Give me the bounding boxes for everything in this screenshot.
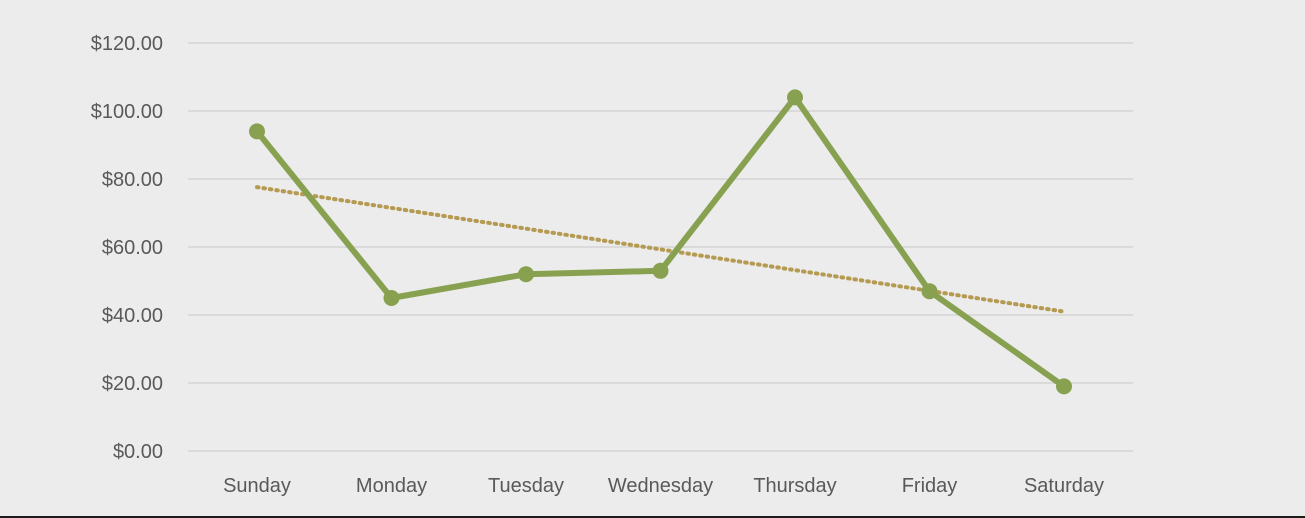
x-tick-label: Sunday — [223, 475, 291, 497]
y-tick-label: $40.00 — [102, 305, 163, 327]
x-tick-label: Tuesday — [488, 475, 564, 497]
x-tick-label: Wednesday — [608, 475, 713, 497]
data-point — [383, 290, 400, 306]
trendline — [255, 185, 1066, 314]
series-group — [249, 89, 1072, 395]
data-point — [1056, 378, 1072, 395]
data-point — [787, 89, 803, 106]
x-tick-label: Monday — [356, 475, 427, 497]
y-tick-label: $60.00 — [102, 237, 163, 259]
x-tick-label: Thursday — [753, 475, 836, 497]
data-point — [518, 266, 534, 283]
trendline-path — [255, 185, 1066, 314]
data-point — [249, 123, 265, 140]
x-tick-label: Saturday — [1024, 475, 1104, 497]
y-tick-label: $20.00 — [102, 373, 163, 395]
y-tick-label: $120.00 — [91, 33, 163, 55]
y-axis: $0.00 $20.00 $40.00 $60.00 $80.00 $100.00 $120… — [91, 33, 163, 463]
x-axis: Sunday Monday Tuesday Wednesday Thursday Frid… — [223, 475, 1104, 497]
data-point — [652, 262, 669, 279]
y-tick-label: $0.00 — [113, 441, 163, 463]
x-tick-label: Friday — [902, 475, 958, 497]
series-line — [254, 94, 1067, 390]
data-point — [921, 283, 938, 300]
y-tick-label: $80.00 — [102, 169, 163, 191]
gridlines — [188, 42, 1133, 452]
y-tick-label: $100.00 — [91, 101, 163, 123]
